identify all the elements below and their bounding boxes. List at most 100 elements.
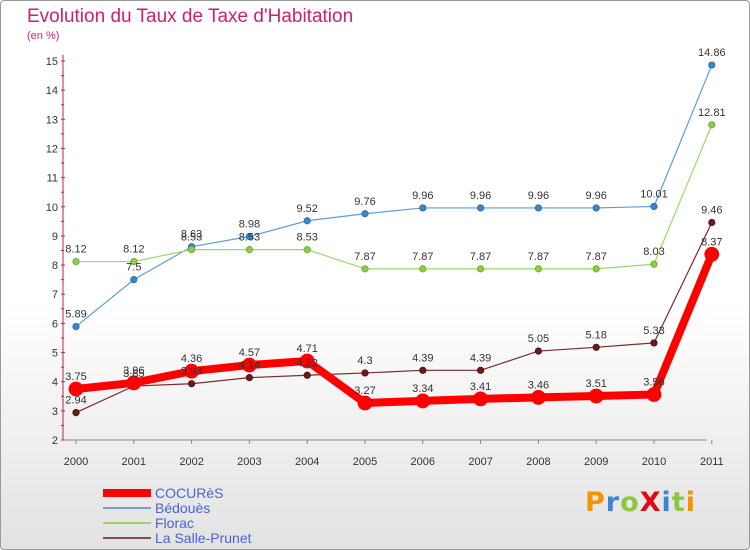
x-tick-label: 2000: [64, 456, 88, 468]
data-label: 7.87: [470, 251, 491, 263]
data-point: [245, 246, 253, 254]
data-point: [708, 121, 716, 129]
data-label: 9.96: [412, 190, 433, 202]
x-tick-label: 2002: [179, 456, 203, 468]
series-layer: [68, 61, 720, 417]
y-tick-label: 15: [46, 56, 58, 68]
data-label: 8.12: [123, 244, 144, 256]
data-label: 4.57: [239, 347, 260, 359]
data-label: 4.39: [412, 352, 433, 364]
data-label: 3.56: [643, 377, 664, 389]
data-label: 8.63: [181, 229, 202, 241]
data-point: [534, 204, 543, 212]
data-label: 3.27: [354, 385, 375, 397]
brand-letter: t: [671, 487, 686, 518]
data-point: [473, 391, 489, 407]
data-point: [303, 246, 311, 254]
x-tick-label: 2010: [642, 456, 666, 468]
data-point: [476, 366, 485, 374]
x-tick-label: 2008: [526, 456, 550, 468]
data-label: 12.81: [698, 107, 726, 119]
data-label: 10.01: [640, 188, 668, 200]
data-point: [245, 232, 253, 241]
y-tick-label: 4: [52, 377, 58, 389]
x-tick-label: 2005: [353, 456, 377, 468]
data-point: [303, 217, 311, 225]
series-line: [75, 64, 713, 328]
data-point: [188, 380, 196, 388]
data-point: [299, 353, 315, 369]
data-point: [130, 276, 138, 284]
data-label: 7.87: [585, 251, 606, 263]
y-tick-label: 7: [52, 289, 58, 301]
data-label: 5.89: [65, 309, 86, 321]
data-label: 3.93: [181, 366, 202, 378]
y-tick-label: 6: [52, 318, 58, 330]
y-tick-label: 5: [52, 348, 58, 360]
chart-subtitle: (en %): [27, 30, 60, 42]
data-label: 5.18: [585, 329, 606, 341]
data-label: 8.53: [239, 232, 260, 244]
data-label: 3.41: [470, 381, 491, 393]
data-label: 5.33: [643, 325, 664, 337]
x-tick-label: 2001: [122, 456, 146, 468]
data-point: [130, 257, 138, 266]
series-line: [76, 124, 713, 270]
data-point: [534, 265, 543, 273]
data-label: 3.85: [123, 368, 144, 380]
data-point: [415, 393, 431, 409]
data-point: [126, 375, 142, 391]
data-label: 3.46: [528, 379, 549, 391]
data-point: [476, 265, 485, 273]
data-point: [704, 246, 720, 262]
data-point: [184, 363, 200, 379]
x-tick-label: 2011: [700, 456, 724, 468]
brand-letter: r: [605, 487, 621, 518]
data-point: [357, 395, 373, 411]
data-point: [419, 265, 427, 273]
data-point: [708, 61, 716, 69]
data-point: [303, 371, 311, 379]
data-label: 9.96: [585, 190, 606, 202]
data-label: 9.46: [701, 205, 722, 217]
data-point: [361, 265, 369, 273]
data-point: [650, 202, 658, 211]
data-point: [592, 343, 600, 351]
data-point: [650, 260, 658, 268]
x-tick-label: 2006: [411, 456, 435, 468]
data-label: 3.51: [585, 378, 606, 390]
y-tick-label: 14: [46, 85, 58, 97]
data-point: [592, 265, 600, 273]
x-tick-label: 2007: [468, 456, 492, 468]
data-label: 7.87: [412, 251, 433, 263]
brand-logo: ProXiti: [585, 487, 696, 518]
x-tick-label: 2004: [295, 456, 319, 468]
y-tick-label: 9: [52, 231, 58, 243]
data-label: 9.76: [354, 196, 375, 208]
data-label: 3.75: [65, 371, 86, 383]
data-label: 4.22: [296, 357, 317, 369]
data-label: 4.14: [239, 360, 260, 372]
legend-label: Bédouès: [155, 500, 210, 516]
y-tick-label: 2: [52, 435, 58, 447]
data-label: 2.94: [65, 395, 86, 407]
data-label: 9.96: [470, 190, 491, 202]
data-point: [650, 339, 658, 347]
data-label: 4.71: [296, 343, 317, 355]
data-point: [592, 204, 600, 212]
data-point: [534, 347, 543, 355]
brand-letter: i: [685, 487, 696, 518]
data-point: [646, 387, 662, 402]
data-point: [72, 408, 80, 417]
brand-letter: o: [620, 487, 640, 518]
data-point: [72, 322, 80, 331]
x-tick-label: 2003: [237, 456, 261, 468]
data-label: 8.53: [181, 232, 202, 244]
data-point: [72, 257, 80, 266]
data-point: [361, 210, 369, 218]
data-point: [68, 381, 84, 397]
data-label: 14.86: [698, 47, 726, 59]
data-point: [361, 369, 369, 377]
data-label: 4.3: [357, 355, 372, 367]
